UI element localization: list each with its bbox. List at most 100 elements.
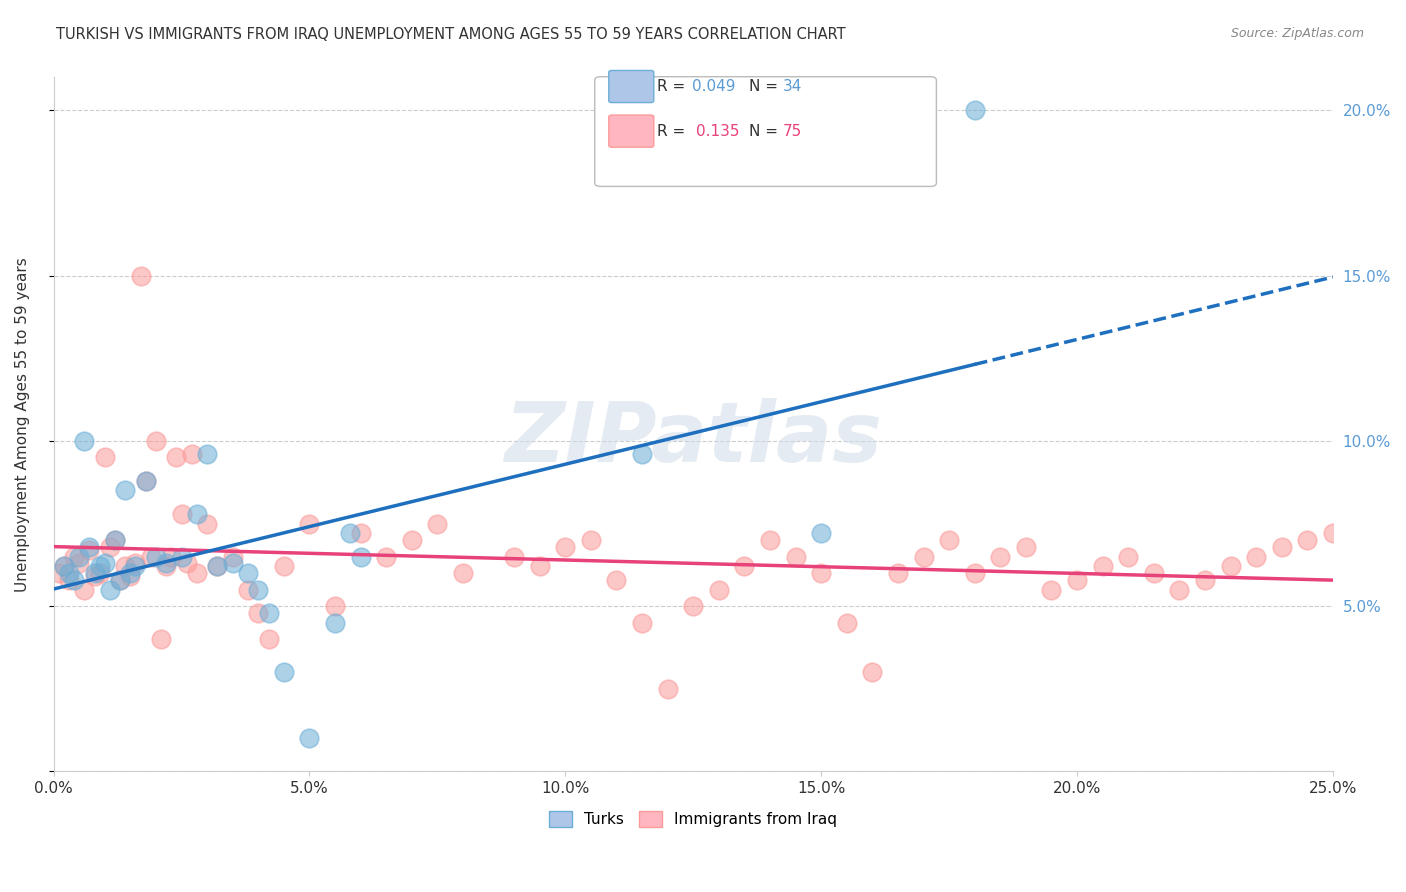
Point xyxy=(108,573,131,587)
Point xyxy=(273,559,295,574)
Point xyxy=(323,615,346,630)
Point xyxy=(938,533,960,547)
Text: 34: 34 xyxy=(783,79,803,94)
Point xyxy=(135,474,157,488)
Text: 75: 75 xyxy=(783,124,803,138)
Point xyxy=(1040,582,1063,597)
Point xyxy=(114,483,136,498)
Point xyxy=(451,566,474,580)
Point xyxy=(52,559,75,574)
Point xyxy=(1219,559,1241,574)
Point xyxy=(1194,573,1216,587)
Point xyxy=(503,549,526,564)
Point xyxy=(145,549,167,564)
Point xyxy=(58,573,80,587)
Point xyxy=(682,599,704,614)
Point xyxy=(835,615,858,630)
Text: R =: R = xyxy=(657,124,695,138)
Point xyxy=(63,573,86,587)
Point xyxy=(114,559,136,574)
Point xyxy=(298,516,321,531)
Point xyxy=(860,665,883,680)
Point xyxy=(631,615,654,630)
Point xyxy=(257,632,280,647)
Text: N =: N = xyxy=(749,124,783,138)
Text: 0.049: 0.049 xyxy=(692,79,735,94)
Text: R =: R = xyxy=(657,79,690,94)
Point xyxy=(176,556,198,570)
Point xyxy=(83,566,105,580)
Point xyxy=(145,434,167,448)
Point xyxy=(150,632,173,647)
Point xyxy=(170,549,193,564)
Point xyxy=(963,566,986,580)
Point xyxy=(73,434,96,448)
Point xyxy=(79,540,101,554)
Point xyxy=(529,559,551,574)
Point xyxy=(180,447,202,461)
Point xyxy=(89,566,111,580)
Point xyxy=(195,516,218,531)
Point xyxy=(350,549,373,564)
Point xyxy=(170,507,193,521)
Point xyxy=(810,526,832,541)
Point xyxy=(988,549,1011,564)
Text: N =: N = xyxy=(749,79,783,94)
Point xyxy=(323,599,346,614)
Point xyxy=(810,566,832,580)
Point xyxy=(48,566,70,580)
Point xyxy=(350,526,373,541)
Point xyxy=(1271,540,1294,554)
Point xyxy=(120,566,142,580)
Point xyxy=(98,540,121,554)
Point xyxy=(605,573,627,587)
Point xyxy=(186,507,208,521)
Point xyxy=(98,582,121,597)
Point xyxy=(1015,540,1038,554)
Point xyxy=(1296,533,1319,547)
Point xyxy=(1322,526,1344,541)
Point xyxy=(67,556,90,570)
Point xyxy=(579,533,602,547)
Point xyxy=(631,447,654,461)
Text: ZIPatlas: ZIPatlas xyxy=(505,398,882,479)
Point xyxy=(554,540,576,554)
Point xyxy=(155,559,177,574)
Point xyxy=(1066,573,1088,587)
Point xyxy=(1244,549,1267,564)
Point xyxy=(759,533,782,547)
Point xyxy=(1168,582,1191,597)
Point xyxy=(124,556,146,570)
Point xyxy=(94,450,117,465)
Point xyxy=(887,566,910,580)
Point xyxy=(657,681,679,696)
Point xyxy=(73,582,96,597)
Point xyxy=(375,549,398,564)
Point xyxy=(207,559,229,574)
Point xyxy=(160,549,183,564)
Point xyxy=(195,447,218,461)
Text: Source: ZipAtlas.com: Source: ZipAtlas.com xyxy=(1230,27,1364,40)
Point xyxy=(120,569,142,583)
Point xyxy=(236,582,259,597)
Point xyxy=(963,103,986,118)
Point xyxy=(139,549,162,564)
Point xyxy=(257,606,280,620)
Text: 0.135: 0.135 xyxy=(696,124,740,138)
Point xyxy=(186,566,208,580)
Point xyxy=(79,543,101,558)
Point xyxy=(247,606,270,620)
Point xyxy=(89,559,111,574)
Point xyxy=(63,549,86,564)
Text: TURKISH VS IMMIGRANTS FROM IRAQ UNEMPLOYMENT AMONG AGES 55 TO 59 YEARS CORRELATI: TURKISH VS IMMIGRANTS FROM IRAQ UNEMPLOY… xyxy=(56,27,846,42)
Point xyxy=(707,582,730,597)
Point xyxy=(401,533,423,547)
Point xyxy=(912,549,935,564)
Y-axis label: Unemployment Among Ages 55 to 59 years: Unemployment Among Ages 55 to 59 years xyxy=(15,257,30,591)
Point xyxy=(1091,559,1114,574)
Point xyxy=(426,516,449,531)
Point xyxy=(222,556,245,570)
Point xyxy=(733,559,755,574)
Point xyxy=(247,582,270,597)
Point xyxy=(108,573,131,587)
